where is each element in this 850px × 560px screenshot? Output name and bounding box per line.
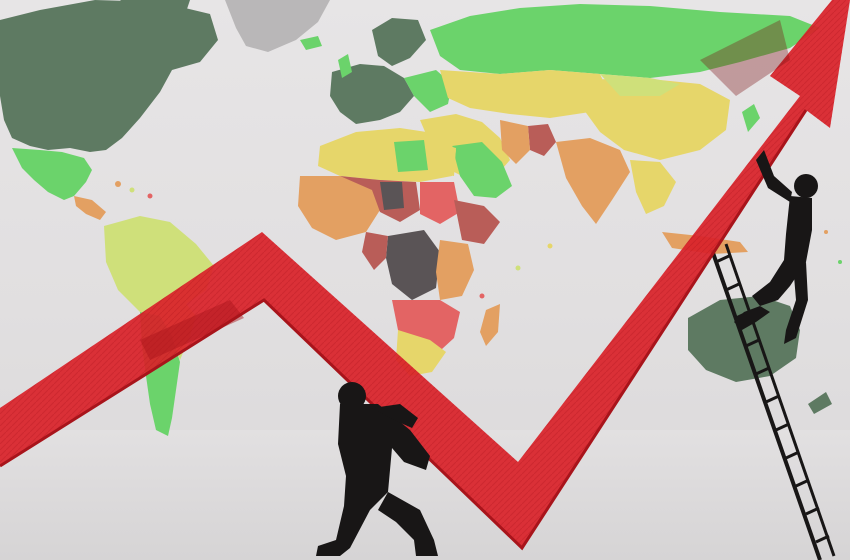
map-caribbean-dot [115, 181, 121, 187]
map-island-dot [479, 293, 485, 299]
map-iceland [300, 36, 322, 50]
map-horn-africa [454, 200, 500, 244]
arrow-texture [0, 0, 850, 548]
map-mongolia [600, 74, 680, 96]
map-japan [742, 104, 760, 132]
ladder [710, 243, 836, 560]
map-afghanistan [528, 124, 556, 156]
map-southeast-asia [630, 160, 676, 214]
world-map [0, 0, 842, 436]
map-egypt [428, 140, 456, 176]
map-mexico [12, 148, 92, 200]
map-india [556, 138, 630, 224]
map-north-america [0, 0, 218, 152]
map-caribbean-dot [147, 193, 153, 199]
map-madagascar [480, 304, 500, 346]
arrow-shadow-lower [140, 300, 244, 360]
map-central-america [74, 196, 106, 220]
map-libya [394, 140, 428, 172]
map-island-dot [824, 230, 828, 234]
map-island-dot [547, 243, 553, 249]
map-congo-west [362, 232, 388, 270]
map-west-africa [298, 176, 380, 240]
map-island-dot [838, 260, 842, 264]
map-sudan [420, 182, 460, 224]
map-central-africa [386, 230, 440, 300]
map-western-europe [330, 64, 414, 124]
map-uk [338, 54, 352, 78]
map-eastern-europe [404, 70, 452, 112]
map-caribbean-dot [129, 187, 135, 193]
map-arabia [452, 142, 512, 198]
map-chad [380, 182, 404, 210]
map-iran [500, 120, 530, 164]
map-new-zealand [808, 392, 832, 414]
climbing-man-silhouette [734, 150, 818, 344]
pushing-man-silhouette [316, 382, 438, 556]
map-central-asia [440, 70, 610, 118]
map-canada-islands [120, 0, 190, 18]
map-island-dot [515, 265, 521, 271]
map-russia [430, 4, 820, 78]
map-greenland [225, 0, 330, 52]
arrow-shadow-upper [700, 20, 790, 96]
map-china [580, 78, 730, 160]
map-scandinavia [372, 18, 426, 66]
map-east-africa [436, 240, 474, 300]
